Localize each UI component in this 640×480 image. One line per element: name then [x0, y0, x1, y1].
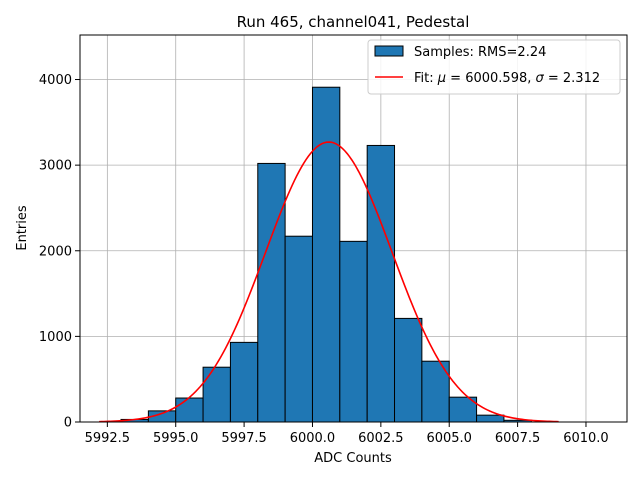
- legend-box: [367, 39, 621, 95]
- y-tick-label: 4000: [39, 73, 72, 88]
- y-tick-label: 2000: [39, 244, 72, 259]
- x-tick-label: 6002.5: [358, 431, 404, 446]
- y-tick-label: 1000: [39, 330, 72, 345]
- x-axis-label: ADC Counts: [314, 451, 392, 466]
- fit-prefix: Fit:: [414, 71, 438, 86]
- fit-sigma-symbol: σ: [536, 71, 545, 86]
- fit-mu-symbol: μ: [437, 71, 446, 86]
- plot-frame: [79, 34, 628, 423]
- histogram-bar: [394, 317, 423, 423]
- legend-label-fit: Fit: μ = 6000.598, σ = 2.312: [414, 71, 600, 86]
- x-tick-label: 6000.0: [290, 431, 336, 446]
- legend-label-samples: Samples: RMS=2.24: [414, 45, 546, 60]
- fit-curve: [99, 141, 559, 423]
- histogram-bar: [311, 86, 341, 423]
- legend: Samples: RMS=2.24 Fit: μ = 6000.598, σ =…: [367, 39, 621, 95]
- histogram-bar: [476, 414, 505, 423]
- y-axis-ticks: 0 1000 2000 3000 4000: [39, 73, 80, 431]
- histogram-bar: [202, 366, 231, 423]
- fit-mu-value: = 6000.598,: [446, 71, 535, 86]
- y-tick-label: 3000: [39, 159, 72, 174]
- histogram-bar: [421, 360, 450, 423]
- histogram-bar: [229, 341, 259, 423]
- x-axis-ticks: 5992.5 5995.0 5997.5 6000.0 6002.5 6005.0 6007…: [85, 422, 609, 446]
- legend-swatch-samples: [374, 45, 404, 57]
- y-axis-label: Entries: [15, 205, 30, 251]
- x-tick-label: 5997.5: [221, 431, 267, 446]
- fit-curve-group: [99, 141, 559, 423]
- histogram-bar: [339, 240, 368, 423]
- histogram-bar: [257, 162, 286, 423]
- histogram-bar: [175, 397, 204, 423]
- x-tick-label: 5992.5: [85, 431, 131, 446]
- fit-sigma-value: = 2.312: [544, 71, 600, 86]
- x-tick-label: 6005.0: [426, 431, 472, 446]
- chart-title: Run 465, channel041, Pedestal: [237, 13, 470, 31]
- y-tick-label: 0: [64, 416, 72, 431]
- x-tick-label: 6007.5: [495, 431, 541, 446]
- histogram-bar: [366, 144, 396, 423]
- x-tick-label: 6010.0: [563, 431, 609, 446]
- histogram-bar: [284, 235, 313, 423]
- x-tick-label: 5995.0: [153, 431, 199, 446]
